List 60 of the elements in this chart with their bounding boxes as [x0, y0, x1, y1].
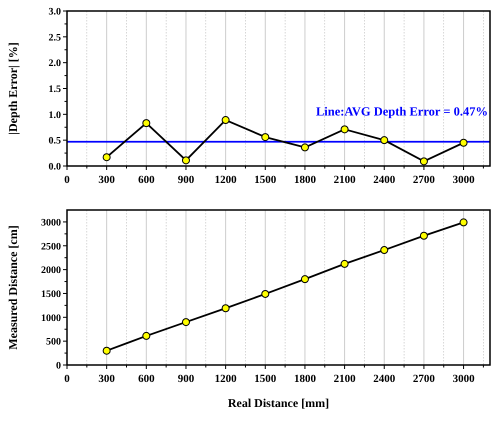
y-tick-label: 1500: [41, 288, 61, 300]
point: [460, 138, 468, 147]
x-tick-label: 900: [178, 174, 195, 186]
y-tick-label: 1000: [41, 312, 61, 324]
point: [102, 346, 111, 355]
x-axis-title: Real Distance [mm]: [228, 396, 330, 410]
x-tick-label: 2100: [334, 373, 356, 385]
y-tick-label: 1.0: [48, 110, 61, 121]
y-tick-label: 2.0: [48, 58, 61, 70]
y-tick-label: 0: [56, 360, 61, 372]
y-tick-label: 1.5: [48, 84, 61, 95]
point: [300, 143, 309, 152]
point: [102, 153, 111, 162]
point: [300, 275, 309, 284]
point: [420, 157, 428, 166]
y-tick-label: 0.0: [48, 162, 61, 172]
y-tick-label: 2.5: [48, 32, 61, 44]
point: [222, 116, 230, 124]
x-tick-label: 1500: [254, 174, 277, 186]
y-tick-label: 3000: [41, 217, 61, 228]
x-tick-label: 1800: [294, 174, 316, 186]
ref-line-label: Line:AVG Depth Error = 0.47%: [316, 104, 488, 119]
x-tick-label: 3000: [452, 174, 476, 186]
x-tick-label: 1800: [294, 373, 316, 385]
point: [142, 119, 150, 128]
y-tick-label: 3.0: [48, 6, 61, 18]
x-tick-label: 2700: [412, 373, 436, 385]
x-tick-label: 1200: [214, 373, 238, 385]
point: [340, 260, 349, 268]
x-tick-label: 300: [98, 373, 116, 385]
y-tick-label: 2000: [41, 265, 61, 276]
x-tick-label: 900: [178, 373, 195, 385]
x-tick-label: 300: [98, 174, 116, 186]
x-tick-label: 600: [138, 373, 156, 385]
point: [261, 133, 270, 142]
x-tick-label: 0: [64, 174, 70, 186]
point: [182, 318, 190, 326]
y-axis-title: |Depth Error| [%]: [6, 42, 20, 135]
y-tick-label: 500: [46, 336, 61, 348]
point: [380, 136, 388, 144]
point: [380, 246, 388, 254]
point: [222, 304, 230, 312]
x-tick-label: 1200: [214, 174, 238, 186]
x-tick-label: 600: [138, 174, 156, 186]
point: [420, 232, 428, 240]
y-axis-title: Measured Distance [cm]: [6, 225, 20, 350]
x-tick-label: 2400: [373, 174, 396, 186]
x-tick-label: 0: [64, 373, 70, 385]
y-tick-label: 0.5: [48, 136, 61, 147]
point: [261, 290, 270, 298]
x-tick-label: 2100: [334, 174, 356, 186]
point: [460, 218, 468, 226]
x-tick-label: 1500: [254, 373, 277, 385]
point: [182, 156, 190, 164]
x-tick-label: 2400: [373, 373, 396, 385]
x-tick-label: 2700: [412, 174, 436, 186]
point: [142, 332, 150, 340]
x-tick-label: 3000: [452, 373, 476, 385]
y-tick-label: 2500: [41, 241, 61, 252]
point: [340, 125, 349, 134]
